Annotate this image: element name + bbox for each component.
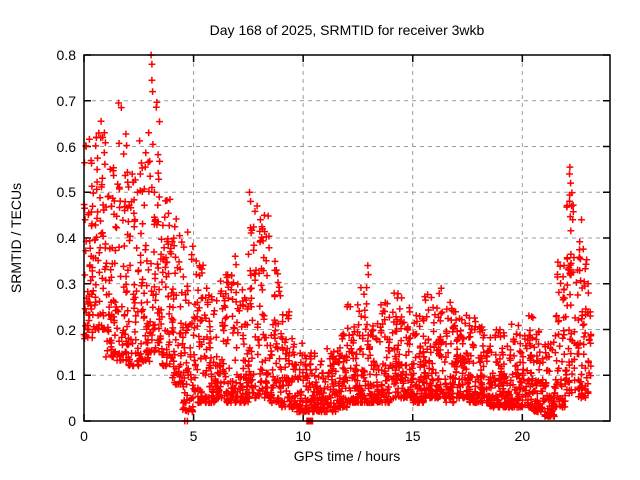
y-tick-label: 0.7 <box>56 92 76 109</box>
x-axis-label: GPS time / hours <box>293 448 401 464</box>
data-points-srmtid <box>80 51 595 425</box>
x-tick-label: 15 <box>404 428 421 444</box>
x-tick-label: 0 <box>80 428 88 444</box>
y-tick-label: 0.6 <box>56 138 76 155</box>
y-tick-label: 0.3 <box>56 275 76 292</box>
x-tick-label: 5 <box>189 428 198 444</box>
y-tick-label: 0.1 <box>56 367 76 384</box>
plot-border <box>83 54 611 422</box>
chart-title: Day 168 of 2025, SRMTID for receiver 3wk… <box>209 22 485 38</box>
x-tick-label: 20 <box>514 428 531 444</box>
y-tick-label: 0.5 <box>56 184 76 201</box>
y-tick-label: 0.4 <box>56 230 76 246</box>
y-tick-label: 0 <box>68 413 76 429</box>
y-tick-label: 0.2 <box>56 321 76 338</box>
y-tick-label: 0.8 <box>56 47 76 63</box>
x-tick-label: 10 <box>295 428 311 444</box>
